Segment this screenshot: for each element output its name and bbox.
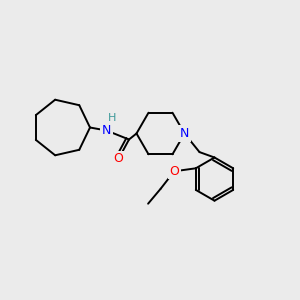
Text: H: H	[108, 113, 116, 123]
Text: O: O	[114, 152, 123, 166]
Text: N: N	[180, 127, 189, 140]
Text: O: O	[169, 165, 179, 178]
Text: N: N	[102, 124, 111, 137]
